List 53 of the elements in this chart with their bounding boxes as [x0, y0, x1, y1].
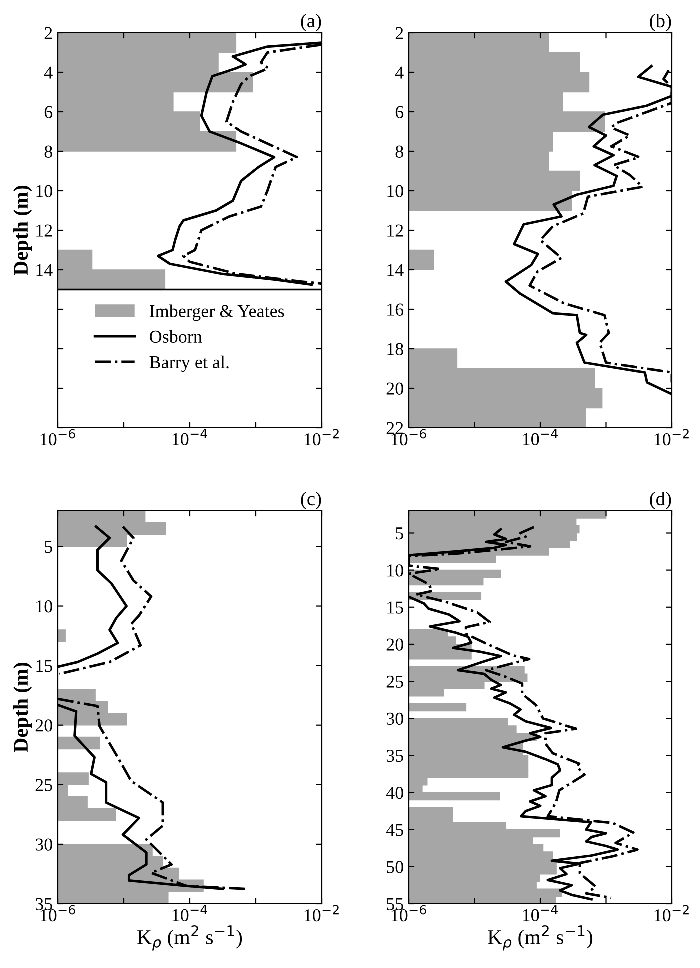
chart-title: (b) [650, 14, 672, 32]
y-tick-label: 6 [44, 106, 53, 118]
x-tick-label: 10$^{−2}$ [304, 429, 339, 446]
y-tick-label: 12 [36, 224, 52, 237]
y-tick-label: 20 [386, 638, 404, 651]
y-axis-title: Depth (m) [13, 662, 32, 753]
y-tick-label: 20 [386, 382, 404, 395]
y-tick-label: 45 [386, 824, 404, 836]
y-tick-label: 5 [396, 528, 404, 540]
y-tick-label: 2 [396, 27, 404, 40]
y-tick-label: 15 [36, 660, 52, 672]
legend-label: Imberger & Yeates [150, 304, 284, 322]
y-tick-label: 6 [396, 106, 404, 118]
y-tick-label: 10 [388, 185, 404, 198]
y-tick-label: 4 [44, 66, 53, 79]
x-tick-label: 10$^{−4}$ [172, 905, 208, 922]
y-tick-label: 18 [388, 343, 404, 356]
y-tick-label: 10 [36, 185, 52, 198]
chart-title: (a) [301, 14, 322, 32]
y-tick-label: 10 [388, 564, 404, 577]
x-axis-title: K$_{ρ}$ (m$^{2}$ s$^{−1}$) [138, 925, 242, 951]
y-tick-label: 50 [387, 861, 404, 874]
x-tick-label: 10$^{−4}$ [523, 905, 558, 922]
y-tick-label: 8 [44, 146, 52, 158]
y-tick-label: 30 [36, 838, 52, 851]
y-tick-label: 16 [388, 304, 404, 316]
x-axis-title: K$_{ρ}$ (m$^{2}$ s$^{−1}$) [488, 925, 593, 951]
x-tick-label: 10$^{−4}$ [172, 429, 208, 446]
y-tick-label: 8 [396, 146, 404, 158]
y-tick-label: 35 [386, 750, 404, 762]
x-tick-label: 10$^{−2}$ [654, 429, 689, 446]
y-tick-label: 14 [388, 264, 404, 276]
y-tick-label: 25 [386, 676, 404, 688]
y-tick-label: 40 [386, 787, 404, 800]
chart-title: (d) [650, 492, 672, 510]
chart-title: (c) [301, 492, 322, 510]
y-tick-label: 15 [388, 602, 404, 614]
x-tick-label: 10$^{−2}$ [304, 905, 339, 922]
y-tick-label: 10 [36, 600, 52, 613]
y-tick-label: 25 [36, 779, 52, 792]
x-tick-label: 10$^{−2}$ [654, 905, 689, 922]
y-tick-label: 14 [36, 264, 53, 276]
x-tick-label: 10$^{−6}$ [40, 429, 76, 446]
y-tick-label: 20 [36, 720, 52, 732]
y-tick-label: 12 [388, 224, 404, 237]
legend-label: Osborn [150, 330, 202, 344]
y-axis-title: Depth (m) [13, 186, 32, 276]
y-tick-label: 30 [386, 712, 404, 726]
y-tick-label: 2 [44, 27, 52, 40]
legend-label: Barry et al. [150, 356, 229, 372]
y-tick-label: 5 [45, 541, 52, 554]
x-tick-label: 10$^{−4}$ [523, 429, 558, 446]
y-tick-label: 4 [395, 66, 404, 79]
